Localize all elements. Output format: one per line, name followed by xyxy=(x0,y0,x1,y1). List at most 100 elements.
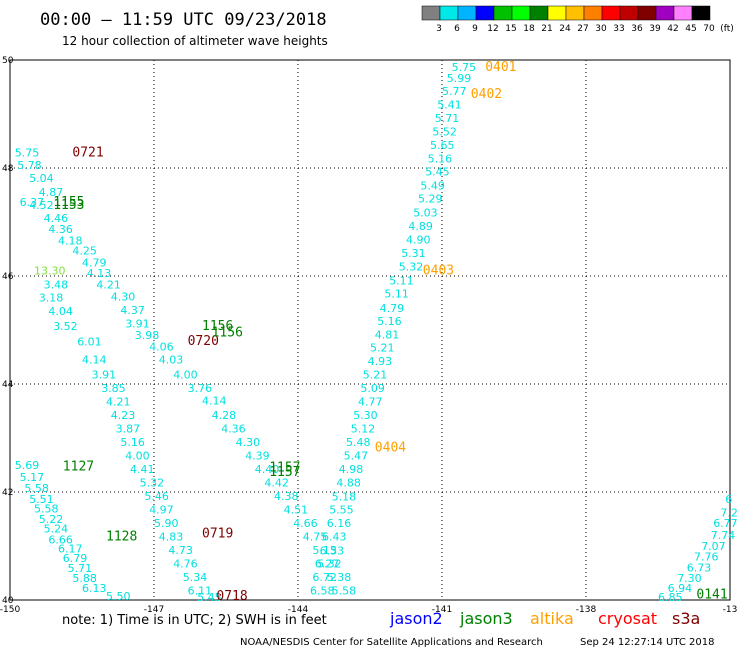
wave-height-value: 4.25 xyxy=(72,244,97,257)
scale-label: 24 xyxy=(559,24,571,34)
legend-entry-jason2: jason2 xyxy=(389,609,443,628)
wave-height-value: 6 xyxy=(725,493,732,506)
scale-swatch xyxy=(511,5,531,21)
wave-height-value: 5.16 xyxy=(377,315,402,328)
wave-height-value: 5.12 xyxy=(351,423,376,436)
legend-entry-altika: altika xyxy=(530,609,574,628)
wave-height-value: 4.36 xyxy=(221,423,246,436)
wave-height-value: 5.24 xyxy=(44,523,69,536)
y-tick-label: 42 xyxy=(2,488,13,498)
wave-height-value: 4.03 xyxy=(159,353,184,366)
wave-height-value: 5.17 xyxy=(20,471,44,484)
wave-height-value: 5.30 xyxy=(353,409,378,422)
chart-subtitle: 12 hour collection of altimeter wave hei… xyxy=(62,34,328,48)
wave-height-value: 4.79 xyxy=(82,256,107,269)
wave-height-value: 5.03 xyxy=(413,207,438,220)
wave-height-value: 6.79 xyxy=(63,552,88,565)
wave-height-value: 4.14 xyxy=(202,395,227,408)
pass-time-label: 1127 xyxy=(63,459,94,474)
wave-height-value: 5.75 xyxy=(452,61,477,74)
scale-label: 27 xyxy=(577,24,588,34)
wave-height-value: 4.79 xyxy=(380,302,405,315)
x-tick-label: -147 xyxy=(144,605,164,615)
wave-height-value: 5.09 xyxy=(360,382,385,395)
pass-time-label: 0721 xyxy=(72,146,103,161)
wave-height-value: 4.81 xyxy=(375,329,400,342)
wave-height-value: 4.28 xyxy=(212,409,237,422)
pass-time-label: 0403 xyxy=(423,263,454,278)
wave-height-value: 4.00 xyxy=(173,369,198,382)
wave-height-value: 5.90 xyxy=(154,517,179,530)
wave-height-value: 5.58 xyxy=(332,585,357,598)
wave-height-value: 5.04 xyxy=(29,172,54,185)
wave-height-value: 6.11 xyxy=(188,585,213,598)
pass-time-label: 1157 xyxy=(269,460,300,475)
wave-height-value: 5.22 xyxy=(39,513,64,526)
scale-swatch xyxy=(493,5,513,21)
wave-height-value: 4.30 xyxy=(236,436,261,449)
wave-height-value: 5.65 xyxy=(430,139,455,152)
wave-height-value: 4.77 xyxy=(358,396,383,409)
wave-height-value: 7.30 xyxy=(677,572,702,585)
wave-height-value: 5.34 xyxy=(183,571,208,584)
wave-height-value: 6.85 xyxy=(658,591,683,604)
wave-height-value: 7.74 xyxy=(711,529,736,542)
wave-height-value: 5.16 xyxy=(120,436,144,449)
y-tick-label: 46 xyxy=(2,272,14,282)
wave-height-value: 3.48 xyxy=(44,278,69,291)
wave-height-value: 5.45 xyxy=(197,591,222,604)
wave-height-value: 6.16 xyxy=(327,517,352,530)
wave-height-value: 3.98 xyxy=(135,329,160,342)
wave-height-value: 4.97 xyxy=(149,504,174,517)
wave-height-value: 6.17 xyxy=(58,542,83,555)
wave-height-value: 3.85 xyxy=(101,382,126,395)
wave-height-value: 3.91 xyxy=(92,369,117,382)
pass-time-label: 0720 xyxy=(188,334,219,349)
x-tick-label: -141 xyxy=(432,605,452,615)
scale-label: 18 xyxy=(523,24,535,34)
wave-height-value: 6.01 xyxy=(77,336,102,349)
wave-height-value: 5.32 xyxy=(140,477,165,490)
footer-note: note: 1) Time is in UTC; 2) SWH is in fe… xyxy=(62,613,327,628)
wave-height-value: 5.15 xyxy=(312,544,337,557)
pass-time-label: 1157 xyxy=(269,465,300,480)
wave-height-value: 4.38 xyxy=(274,490,299,503)
x-tick-label: -150 xyxy=(0,605,20,615)
wave-height-value: 3.91 xyxy=(125,317,150,330)
y-tick-label: 50 xyxy=(2,56,14,66)
wave-height-value: 4.30 xyxy=(111,290,136,303)
scale-swatch xyxy=(457,5,477,21)
pass-time-label: 1128 xyxy=(106,530,137,545)
wave-height-value: 6.13 xyxy=(82,582,107,595)
scale-swatch xyxy=(691,5,711,21)
scale-swatch xyxy=(619,5,639,21)
scale-swatch xyxy=(673,5,693,21)
wave-height-value: 6.77 xyxy=(713,517,738,530)
wave-height-labels: 5.755.995.775.415.715.525.655.165.455.49… xyxy=(15,61,738,604)
wave-height-value: 5.45 xyxy=(425,166,450,179)
scale-swatch xyxy=(637,5,657,21)
wave-height-value: 5.11 xyxy=(384,288,409,301)
scale-label: 6 xyxy=(454,24,460,34)
wave-height-value: 5.58 xyxy=(24,482,49,495)
x-tick-label: -138 xyxy=(576,605,597,615)
wave-height-value: 4.00 xyxy=(125,450,150,463)
pass-time-label: 0141 xyxy=(696,587,727,602)
pass-time-label: 0718 xyxy=(216,589,247,604)
scale-label: (ft) xyxy=(720,24,734,34)
wave-height-value: 4.23 xyxy=(111,409,136,422)
scale-swatch xyxy=(547,5,567,21)
wave-height-value: 6.72 xyxy=(312,571,337,584)
chart-title: 00:00 – 11:59 UTC 09/23/2018 xyxy=(40,10,327,30)
scale-swatch xyxy=(475,5,495,21)
wave-height-value: 7.2 xyxy=(720,506,738,519)
wave-height-value: 7.07 xyxy=(701,540,726,553)
scale-label: 70 xyxy=(703,24,715,34)
wave-height-value: 5.11 xyxy=(389,275,414,288)
wave-height-value: 5.46 xyxy=(144,490,169,503)
grid-lines xyxy=(10,60,730,600)
pass-time-label: 1156 xyxy=(212,325,243,340)
wave-height-value: 4.18 xyxy=(58,235,83,248)
wave-height-value: 5.88 xyxy=(72,572,97,585)
